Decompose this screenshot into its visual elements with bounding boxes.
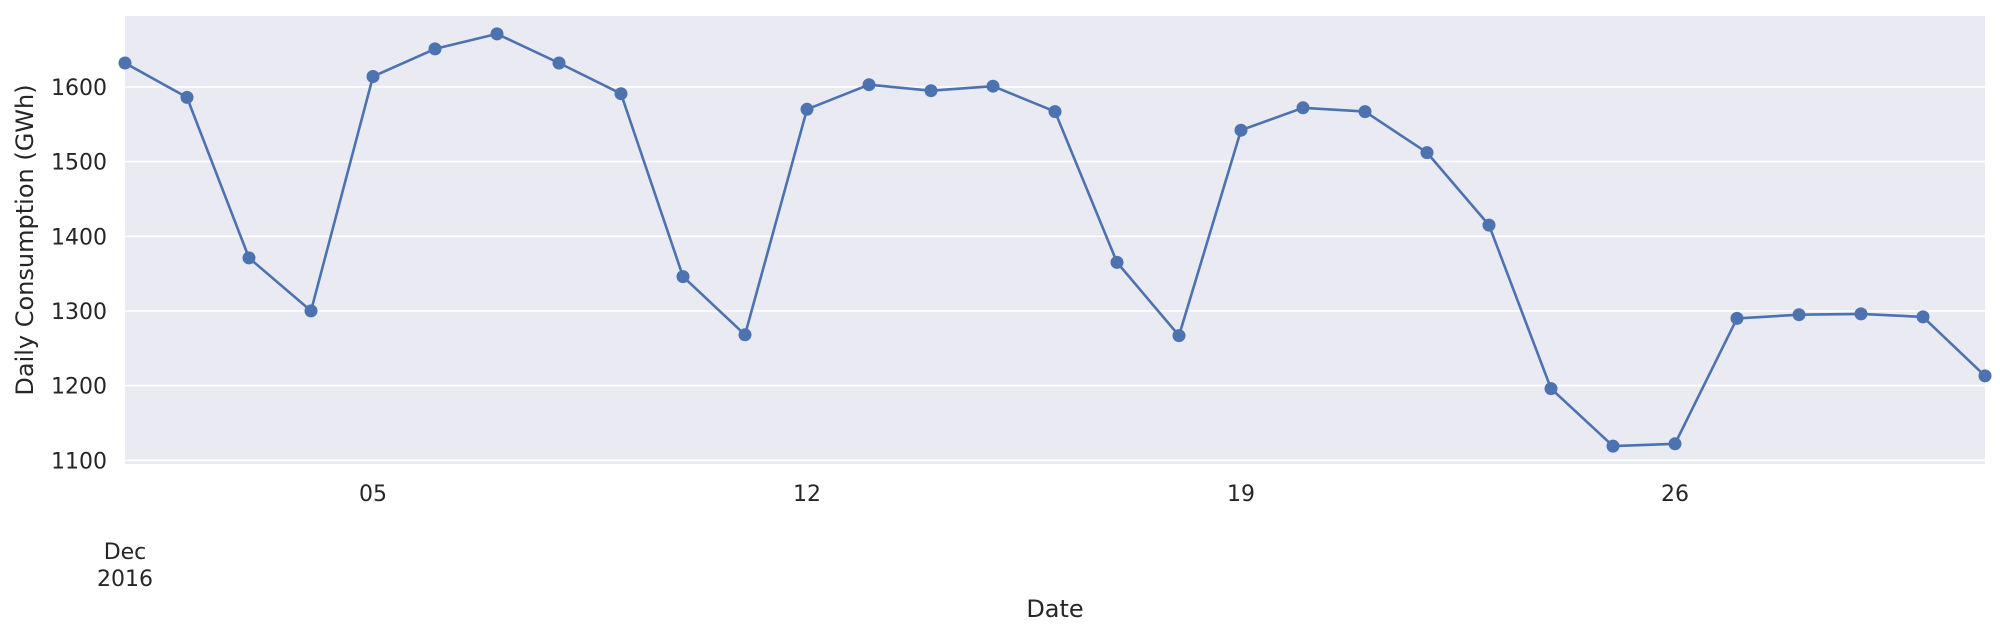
series-layer [118,27,1992,453]
x-major-tick-year: 2016 [97,567,153,592]
y-axis-title: Daily Consumption (GWh) [11,84,39,395]
data-point [1730,311,1744,325]
data-point [1110,255,1124,269]
data-point [676,270,690,284]
x-tick-label: 05 [359,482,387,507]
x-tick-label: 19 [1227,482,1255,507]
data-point [242,251,256,265]
data-point [1048,105,1062,119]
x-tick-label: 12 [793,482,821,507]
data-point [1296,101,1310,115]
y-tick-label: 1200 [51,375,107,400]
y-tick-label: 1300 [51,300,107,325]
data-point [1234,123,1248,137]
y-axis-ticks: 1100 1200 1300 1400 1500 1600 [51,76,107,474]
plot-area [125,16,1985,464]
data-point [738,328,752,342]
y-tick-label: 1100 [51,449,107,474]
data-point [1482,218,1496,232]
x-tick-label: 26 [1661,482,1689,507]
data-point [1668,437,1682,451]
data-point [800,102,814,116]
data-point [1420,146,1434,160]
data-point [490,27,504,41]
y-tick-label: 1600 [51,76,107,101]
data-point [366,70,380,83]
data-point [1358,105,1372,119]
data-point [428,42,442,56]
x-major-tick-month: Dec [104,540,147,565]
data-point [1916,310,1930,324]
data-point [552,56,566,70]
y-tick-label: 1500 [51,151,107,176]
data-point [1544,382,1558,396]
data-point [862,78,876,92]
gridlines [125,86,1985,462]
data-point [1606,439,1620,453]
data-point [614,87,628,101]
data-point [924,84,938,98]
x-axis-title: Date [1026,595,1083,623]
data-point [1172,329,1186,343]
data-point [1978,369,1992,383]
data-point [304,304,318,318]
data-point [180,90,194,104]
data-point [118,56,132,70]
data-point [1792,308,1806,322]
y-tick-label: 1400 [51,225,107,250]
data-point [986,79,1000,93]
data-point [1854,307,1868,321]
